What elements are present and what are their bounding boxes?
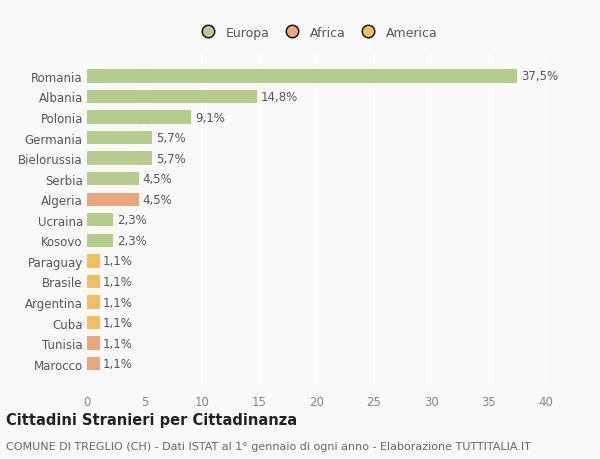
- Text: 1,1%: 1,1%: [103, 275, 133, 288]
- Bar: [87, 275, 100, 289]
- Text: COMUNE DI TREGLIO (CH) - Dati ISTAT al 1° gennaio di ogni anno - Elaborazione TU: COMUNE DI TREGLIO (CH) - Dati ISTAT al 1…: [6, 441, 531, 451]
- Text: 2,3%: 2,3%: [117, 235, 146, 247]
- Text: 4,5%: 4,5%: [142, 173, 172, 186]
- Bar: [87, 152, 152, 165]
- Bar: [87, 296, 100, 309]
- Bar: [87, 173, 139, 186]
- Text: 1,1%: 1,1%: [103, 255, 133, 268]
- Text: 9,1%: 9,1%: [195, 111, 225, 124]
- Bar: [87, 337, 100, 350]
- Text: 5,7%: 5,7%: [156, 132, 185, 145]
- Bar: [87, 111, 191, 124]
- Bar: [87, 90, 257, 104]
- Text: 1,1%: 1,1%: [103, 296, 133, 309]
- Text: 1,1%: 1,1%: [103, 337, 133, 350]
- Bar: [87, 316, 100, 330]
- Text: 1,1%: 1,1%: [103, 316, 133, 330]
- Bar: [87, 357, 100, 370]
- Text: 1,1%: 1,1%: [103, 358, 133, 370]
- Bar: [87, 234, 113, 247]
- Bar: [87, 193, 139, 207]
- Bar: [87, 213, 113, 227]
- Text: 37,5%: 37,5%: [521, 70, 558, 83]
- Text: 4,5%: 4,5%: [142, 193, 172, 206]
- Text: 5,7%: 5,7%: [156, 152, 185, 165]
- Text: Cittadini Stranieri per Cittadinanza: Cittadini Stranieri per Cittadinanza: [6, 413, 297, 428]
- Bar: [87, 132, 152, 145]
- Bar: [87, 70, 517, 84]
- Legend: Europa, Africa, America: Europa, Africa, America: [191, 22, 442, 45]
- Bar: [87, 255, 100, 268]
- Text: 2,3%: 2,3%: [117, 214, 146, 227]
- Text: 14,8%: 14,8%: [260, 91, 298, 104]
